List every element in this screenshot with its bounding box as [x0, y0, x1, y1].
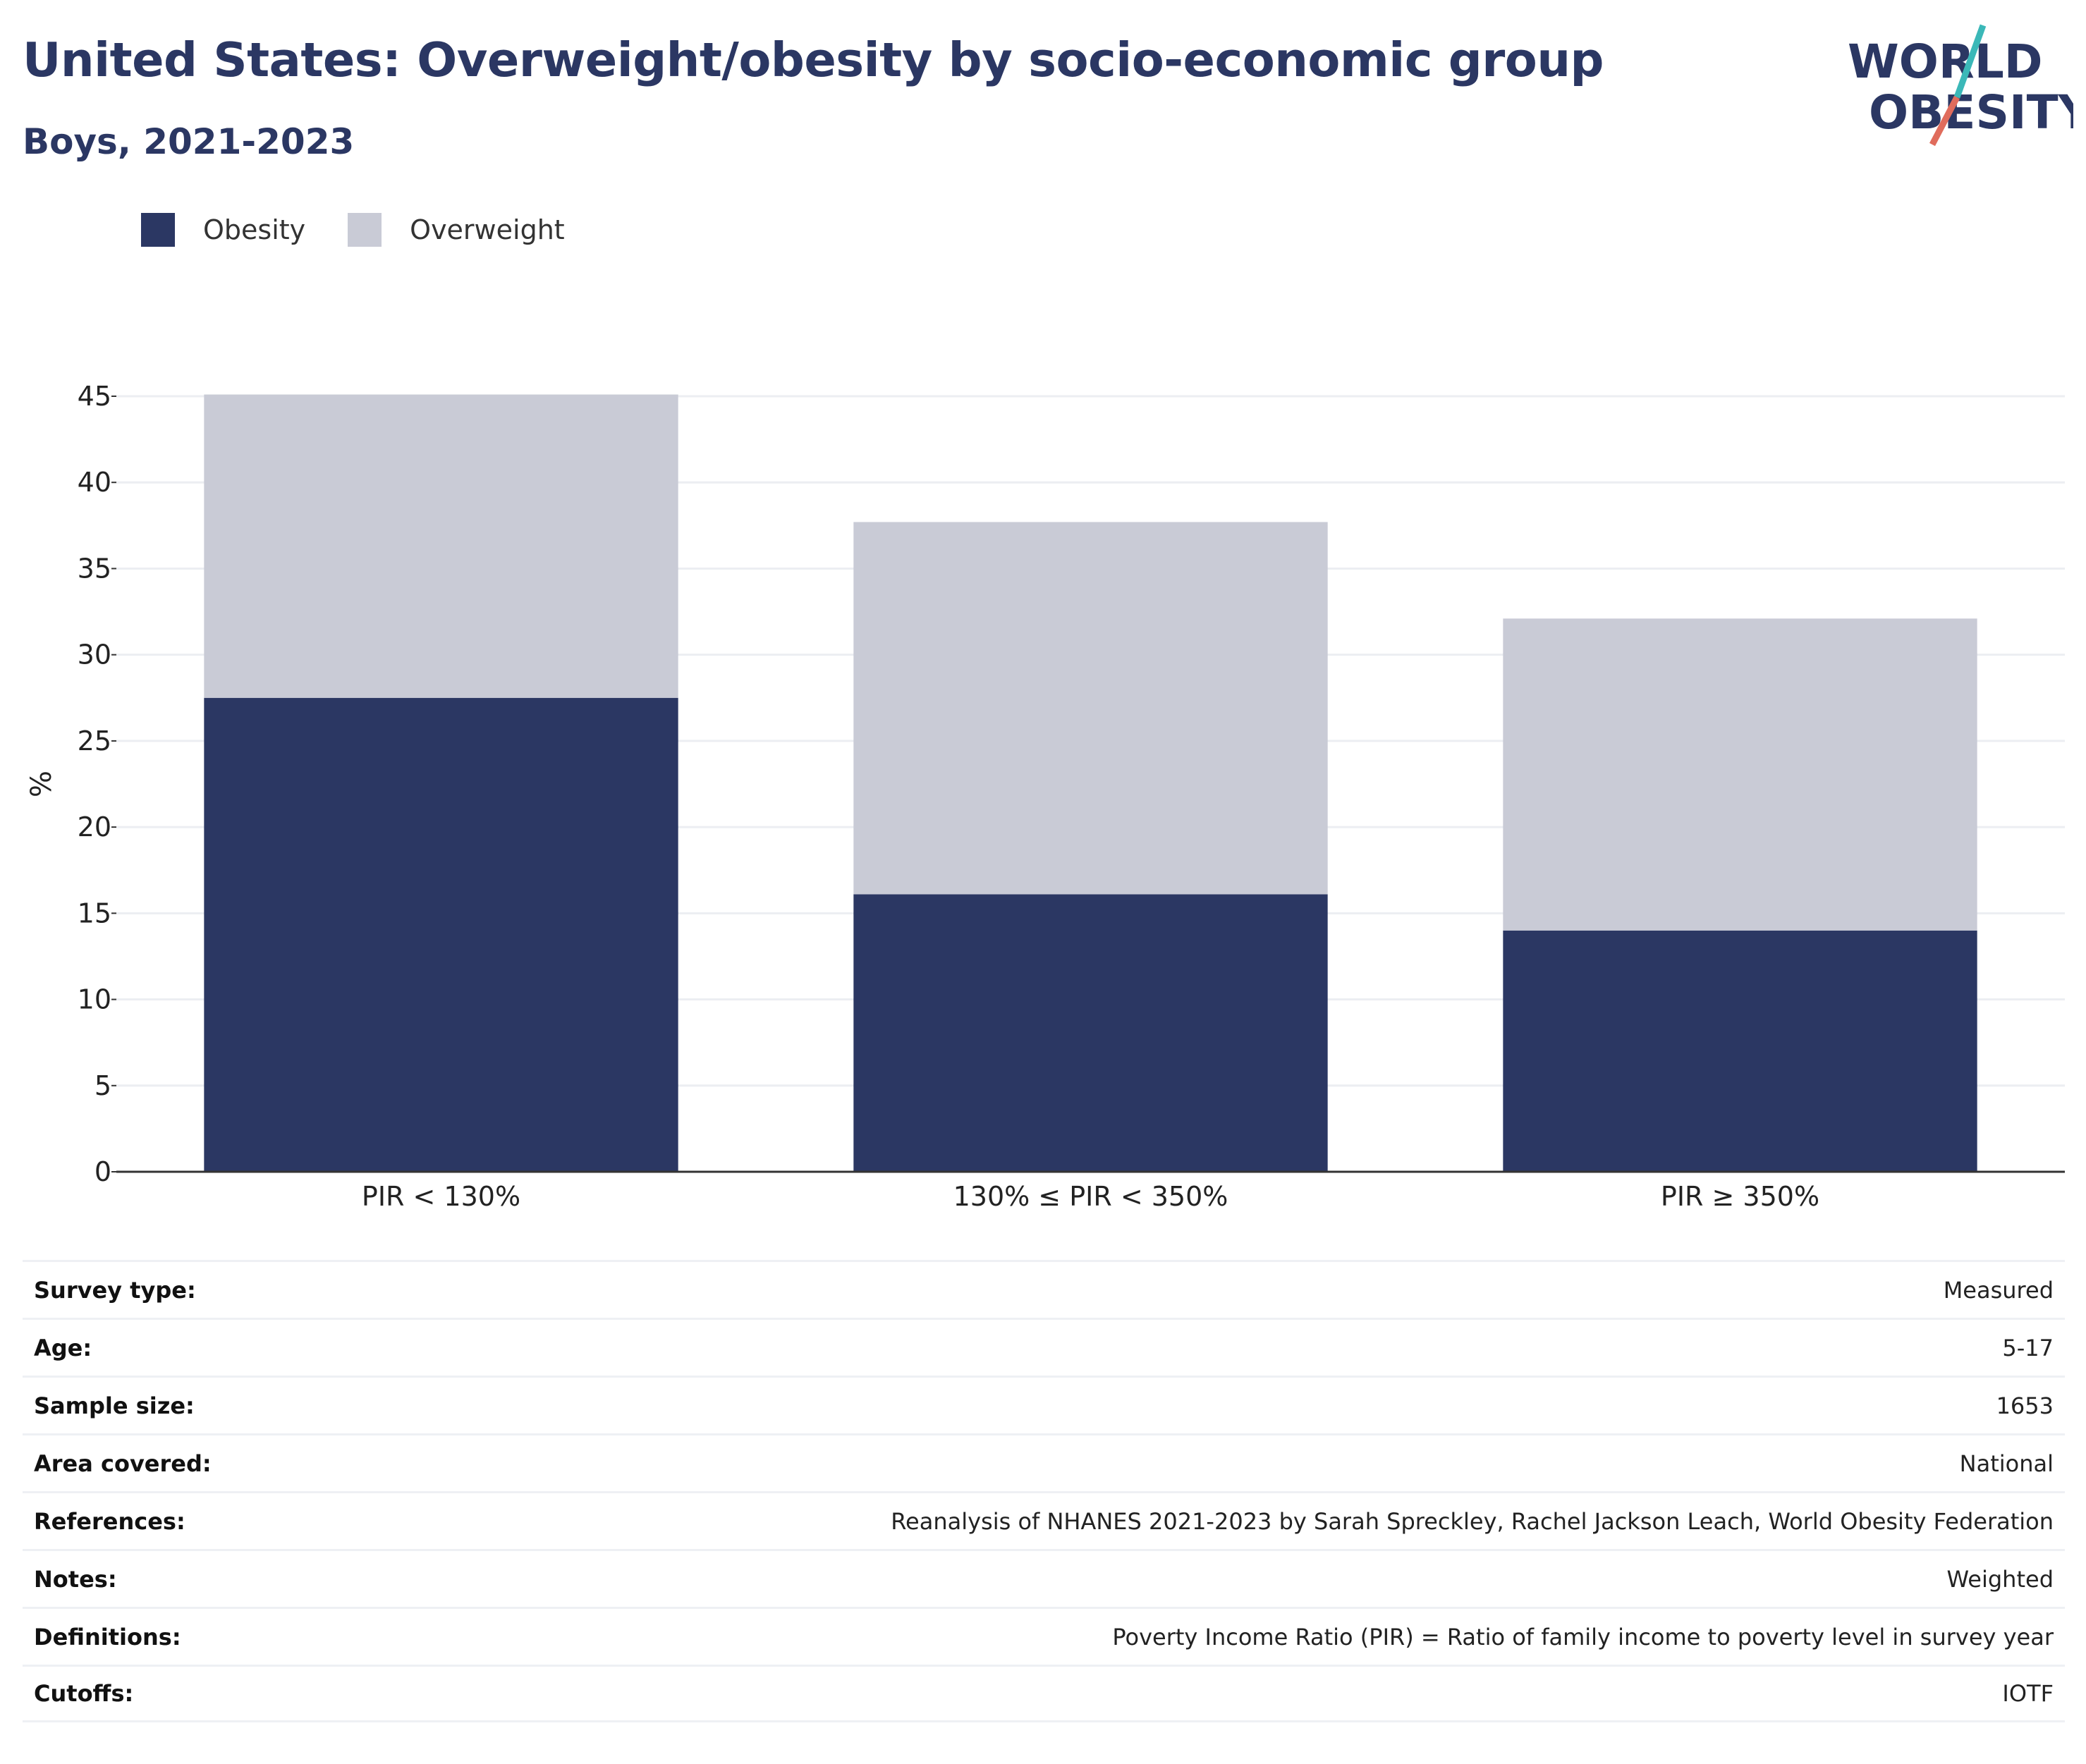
y-tick-label-10: 10	[78, 984, 111, 1015]
y-tick-label-25: 25	[78, 725, 111, 757]
y-axis: 0 5 10 15 20 25 30 35 40 45%	[25, 381, 116, 1187]
y-tick-label-35: 35	[78, 553, 111, 584]
metadata-value: IOTF	[2002, 1680, 2054, 1707]
x-tick-label-1: 130% ≤ PIR < 350%	[953, 1181, 1228, 1212]
metadata-label: Area covered:	[34, 1450, 212, 1477]
x-tick-label-0: PIR < 130%	[362, 1181, 520, 1212]
logo-line-1: WORLD	[1848, 35, 2043, 89]
bars	[204, 394, 1977, 1172]
legend-label-obesity: Obesity	[203, 214, 306, 245]
metadata-label: Age:	[34, 1334, 92, 1361]
metadata-row: Cutoffs: IOTF	[23, 1665, 2065, 1722]
metadata-value: Reanalysis of NHANES 2021-2023 by Sarah …	[891, 1507, 2054, 1535]
y-tick-label-20: 20	[78, 811, 111, 843]
metadata-label: References:	[34, 1507, 185, 1535]
x-tick-label-2: PIR ≥ 350%	[1661, 1181, 1819, 1212]
world-obesity-logo: WORLD OBESITY	[1848, 24, 2073, 147]
y-tick-label-30: 30	[78, 639, 111, 670]
y-axis-label: %	[25, 771, 58, 797]
legend-swatch-overweight	[348, 213, 382, 247]
legend-item-obesity[interactable]: Obesity	[141, 213, 305, 247]
metadata-value: Poverty Income Ratio (PIR) = Ratio of fa…	[1112, 1623, 2054, 1650]
metadata-value: 5-17	[2002, 1334, 2054, 1361]
metadata-label: Sample size:	[34, 1392, 195, 1419]
metadata-value: National	[1959, 1450, 2054, 1477]
chart-title: United States: Overweight/obesity by soc…	[23, 32, 1604, 87]
bar-obesity-2[interactable]	[1503, 930, 1977, 1172]
bar-obesity-1[interactable]	[853, 894, 1328, 1172]
metadata-value: Measured	[1943, 1276, 2054, 1304]
y-tick-label-0: 0	[94, 1156, 111, 1187]
stacked-bar-chart: 0 5 10 15 20 25 30 35 40 45% PIR < 130% 130% ≤ PIR…	[25, 381, 2065, 1212]
chart-subtitle: Boys, 2021-2023	[23, 121, 355, 162]
logo-slash-coral	[1929, 95, 1960, 147]
x-axis: PIR < 130% 130% ≤ PIR < 350% PIR ≥ 350%	[116, 1170, 2065, 1212]
metadata-row: Area covered: National	[23, 1433, 2065, 1491]
legend-label-overweight: Overweight	[410, 214, 565, 245]
bar-overweight-0[interactable]	[204, 394, 678, 698]
y-tick-label-40: 40	[78, 467, 111, 498]
metadata-value: Weighted	[1946, 1565, 2054, 1593]
metadata-row: Definitions: Poverty Income Ratio (PIR) =…	[23, 1607, 2065, 1665]
metadata-row: References: Reanalysis of NHANES 2021-202…	[23, 1491, 2065, 1549]
metadata-label: Notes:	[34, 1565, 117, 1593]
bar-obesity-0[interactable]	[204, 697, 678, 1172]
metadata-value: 1653	[1996, 1392, 2054, 1419]
logo-line-2: OBESITY	[1869, 85, 2073, 140]
metadata-label: Survey type:	[34, 1276, 196, 1304]
chart-legend: Obesity Overweight	[141, 209, 607, 251]
y-tick-label-15: 15	[78, 898, 111, 929]
metadata-row: Notes: Weighted	[23, 1549, 2065, 1607]
y-tick-label-45: 45	[78, 381, 111, 412]
metadata-row: Sample size: 1653	[23, 1376, 2065, 1433]
logo-slash-teal	[1953, 24, 1987, 99]
metadata-label: Definitions:	[34, 1623, 181, 1650]
metadata-row: Age: 5-17	[23, 1318, 2065, 1376]
legend-swatch-obesity	[141, 213, 175, 247]
y-tick-label-5: 5	[94, 1070, 111, 1101]
metadata-label: Cutoffs:	[34, 1680, 134, 1707]
metadata-table: Survey type: Measured Age: 5-17 Sample size:…	[23, 1260, 2065, 1722]
legend-item-overweight[interactable]: Overweight	[348, 213, 565, 247]
bar-overweight-1[interactable]	[853, 522, 1328, 895]
bar-overweight-2[interactable]	[1503, 618, 1977, 931]
metadata-row: Survey type: Measured	[23, 1260, 2065, 1318]
